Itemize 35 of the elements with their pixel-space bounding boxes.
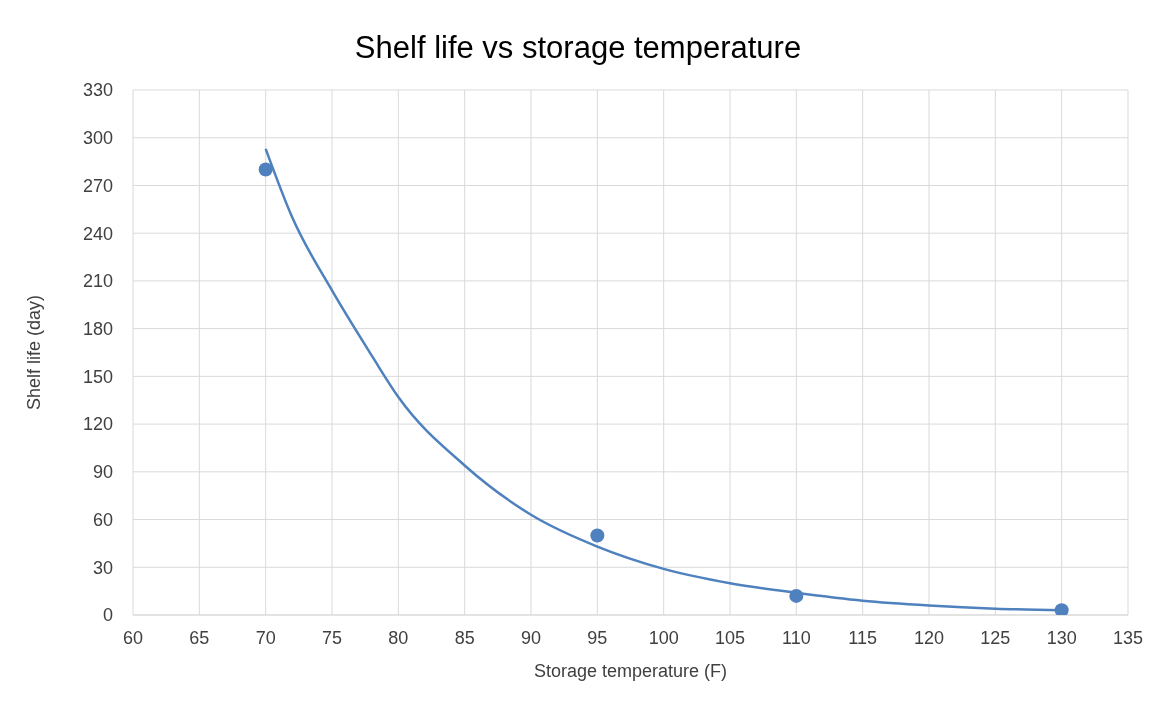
x-axis-title: Storage temperature (F) (533, 661, 728, 681)
point (258, 162, 273, 177)
y-tick-label: 0 (102, 605, 113, 626)
y-tick-label: 60 (92, 509, 113, 530)
y-tick-label: 300 (82, 128, 113, 149)
chart-title: Shelf life vs storage temperature (353, 29, 803, 67)
x-tick-label: 95 (587, 627, 608, 648)
x-tick-label: 65 (189, 627, 210, 648)
x-tick-label: 75 (321, 627, 343, 648)
x-tick-label: 135 (1112, 627, 1144, 648)
y-axis-title: Shelf life (day) (24, 294, 45, 411)
x-tick-label: 105 (714, 627, 746, 648)
y-tick-label: 90 (92, 462, 113, 483)
point (789, 588, 804, 603)
x-tick-label: 80 (388, 627, 409, 648)
x-tick-label: 70 (255, 627, 276, 648)
y-tick-label: 330 (82, 80, 113, 101)
x-tick-label: 85 (454, 627, 475, 648)
x-tick-label: 120 (913, 627, 945, 648)
y-tick-label: 210 (82, 271, 113, 292)
x-tick-label: 115 (848, 627, 878, 648)
point (1054, 603, 1069, 615)
point (590, 528, 605, 543)
x-tick-label: 110 (781, 627, 811, 648)
y-tick-label: 270 (82, 175, 113, 196)
y-tick-label: 180 (82, 319, 113, 340)
x-tick-label: 60 (122, 627, 144, 648)
x-tick-label: 125 (980, 627, 1011, 648)
y-tick-label: 240 (82, 223, 113, 244)
x-tick-label: 100 (648, 627, 679, 648)
y-tick-label: 120 (82, 414, 113, 435)
x-tick-label: 130 (1046, 627, 1077, 648)
y-tick-label: 30 (92, 557, 113, 578)
y-tick-label: 150 (82, 366, 113, 387)
x-tick-label: 90 (520, 627, 542, 648)
